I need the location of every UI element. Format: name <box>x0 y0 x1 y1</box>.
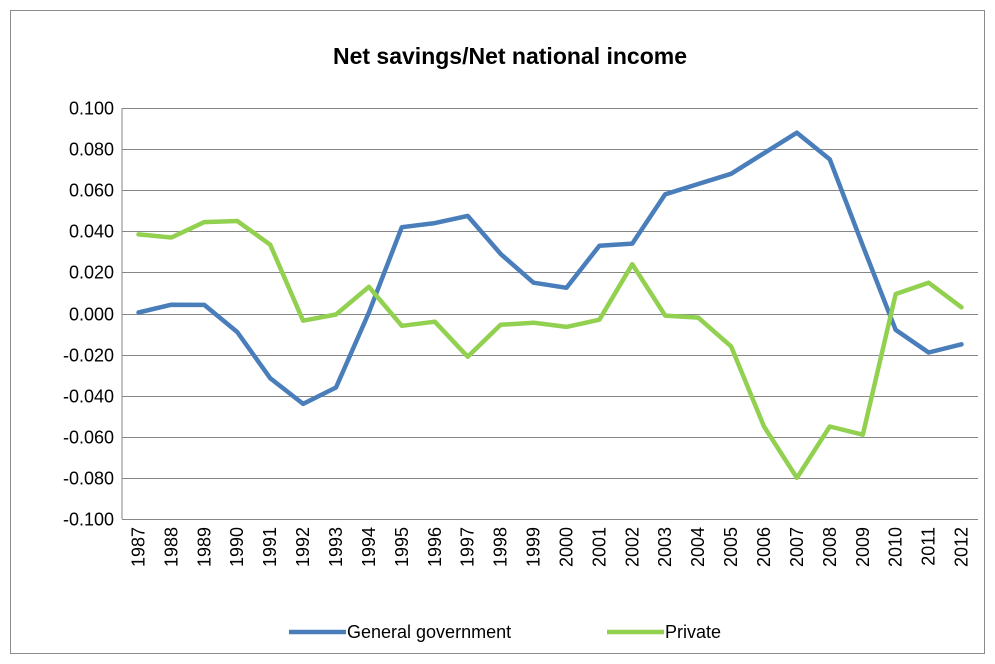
y-tick-label: 0.000 <box>69 305 114 325</box>
legend-label: Private <box>665 622 721 642</box>
gridlines <box>121 108 978 520</box>
y-tick-label: 0.040 <box>69 222 114 242</box>
y-tick-label: -0.080 <box>63 469 114 489</box>
x-tick-label: 2010 <box>886 527 906 567</box>
x-tick-label: 2011 <box>919 527 939 566</box>
series-lines <box>136 130 964 481</box>
series-line-general-government <box>136 130 964 407</box>
x-tick-label: 1999 <box>524 527 544 567</box>
x-tick-label: 2000 <box>556 527 576 567</box>
y-tick-label: -0.060 <box>63 428 114 448</box>
x-axis-ticks: 1987 1988 1989 1990 1991 1992 1993 1994 1995 1996… <box>128 527 971 567</box>
x-tick-label: 1990 <box>227 527 247 567</box>
x-tick-label: 1997 <box>458 527 478 567</box>
legend-label: General government <box>347 622 511 642</box>
chart-border <box>10 10 985 654</box>
x-tick-label: 1995 <box>392 527 412 567</box>
y-tick-label: -0.100 <box>63 510 114 530</box>
x-tick-label: 2002 <box>622 527 642 567</box>
y-tick-label: 0.060 <box>69 181 114 201</box>
x-tick-label: 2006 <box>754 527 774 567</box>
x-tick-label: 1987 <box>128 527 148 567</box>
x-tick-label: 2008 <box>820 527 840 567</box>
y-tick-label: -0.040 <box>63 387 114 407</box>
y-tick-label: 0.020 <box>69 263 114 283</box>
y-tick-label: 0.100 <box>69 99 114 119</box>
x-tick-label: 2007 <box>787 527 807 567</box>
x-tick-label: 2009 <box>853 527 873 567</box>
y-tick-label: -0.020 <box>63 346 114 366</box>
legend: General government Private <box>289 622 721 642</box>
x-tick-label: 1991 <box>260 527 280 567</box>
chart-title: Net savings/Net national income <box>333 43 687 69</box>
x-tick-label: 1988 <box>161 527 181 567</box>
x-tick-label: 1993 <box>326 527 346 567</box>
x-tick-label: 1989 <box>194 527 214 567</box>
x-tick-label: 2005 <box>721 527 741 567</box>
series-line-private <box>136 218 964 481</box>
y-axis-ticks: 0.100 0.080 0.060 0.040 0.020 0.000 -0.020 -0.0… <box>63 99 114 530</box>
x-tick-label: 1998 <box>491 527 511 567</box>
x-tick-label: 1992 <box>293 527 313 567</box>
x-tick-label: 1994 <box>359 527 379 567</box>
x-tick-label: 2001 <box>589 527 609 567</box>
x-tick-label: 2004 <box>688 527 708 567</box>
x-tick-label: 1996 <box>425 527 445 567</box>
x-tick-label: 2012 <box>952 527 972 567</box>
x-tick-label: 2003 <box>655 527 675 567</box>
y-tick-label: 0.080 <box>69 140 114 160</box>
